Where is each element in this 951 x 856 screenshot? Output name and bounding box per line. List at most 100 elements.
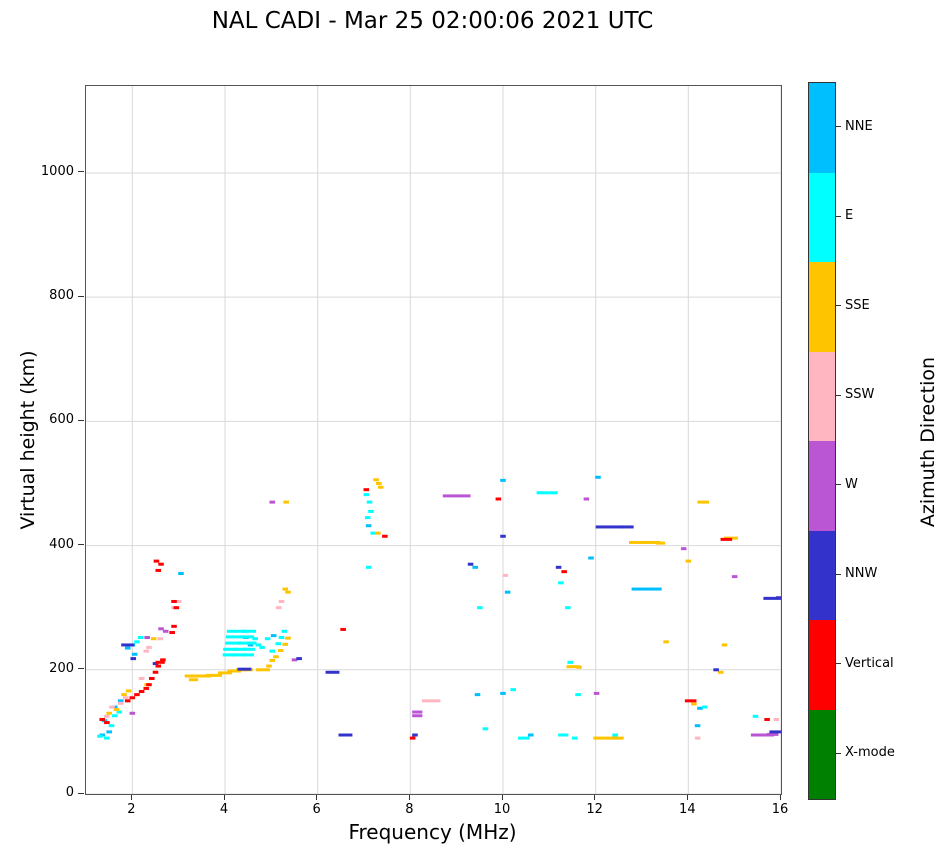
azimuth-colorbar <box>808 82 836 800</box>
colorbar-segment-nnw <box>809 530 835 620</box>
colorbar-segment-e <box>809 172 835 262</box>
echo-point-W <box>269 500 276 504</box>
echo-point-Vertical <box>138 690 145 694</box>
legend-label-x-mode: X-mode <box>845 745 895 761</box>
legend-tick <box>836 215 841 217</box>
echo-point-SSW <box>117 701 124 705</box>
echo-point-NNW <box>595 525 624 529</box>
echo-point-SSE <box>266 664 272 668</box>
colorbar-segment-vertical <box>809 620 835 710</box>
echo-point-SSW <box>123 696 129 700</box>
echo-point-Vertical <box>99 717 105 721</box>
echo-point-Vertical <box>363 488 370 492</box>
echo-point-E <box>572 736 578 740</box>
x-tick <box>223 795 225 800</box>
x-tick-label: 10 <box>493 802 511 817</box>
echo-point-SSE <box>150 637 157 641</box>
echo-point-NNW <box>237 667 252 671</box>
echo-point-SSE <box>576 665 582 669</box>
echo-point-E <box>240 635 255 639</box>
echo-point-Vertical <box>561 570 567 574</box>
echo-point-E <box>104 736 110 740</box>
echo-point-SSE <box>121 693 127 697</box>
x-tick-label: 14 <box>679 802 696 817</box>
echo-point-Vertical <box>153 559 160 563</box>
echo-point-Vertical <box>340 627 346 631</box>
x-tick <box>130 795 132 800</box>
echo-point-SSE <box>205 673 222 677</box>
x-tick-label: 2 <box>127 802 136 817</box>
echo-point-E <box>368 509 374 513</box>
x-tick <box>686 795 688 800</box>
y-tick-label: 0 <box>65 785 74 800</box>
echo-point-NNE <box>472 565 478 569</box>
echo-point-Vertical <box>146 683 152 687</box>
y-tick <box>78 544 84 546</box>
legend-label-w: W <box>845 476 858 492</box>
echo-point-NNE <box>595 475 601 479</box>
echo-point-E <box>275 642 282 646</box>
x-tick <box>594 795 596 800</box>
colorbar-segment-x-mode <box>809 709 835 799</box>
echo-point-E <box>510 688 516 692</box>
echo-point-SSE <box>663 640 669 644</box>
echo-point-SSW <box>104 714 110 718</box>
echo-point-E <box>108 724 115 728</box>
y-tick-label: 800 <box>49 288 74 304</box>
echo-point-W <box>593 691 600 695</box>
echo-point-NNW <box>338 733 353 737</box>
legend-tick <box>836 752 841 754</box>
echo-point-E <box>242 629 257 633</box>
echo-point-Vertical <box>104 721 110 725</box>
echo-point-SSE <box>685 559 692 563</box>
echo-point-Vertical <box>155 664 162 668</box>
echo-point-SSE <box>721 643 728 647</box>
echo-point-Vertical <box>764 717 770 721</box>
x-tick-label: 12 <box>586 802 603 817</box>
echo-point-E <box>232 647 247 651</box>
echo-point-Vertical <box>160 658 166 662</box>
echo-point-E <box>366 500 373 504</box>
echo-point-Vertical <box>143 686 150 690</box>
legend-label-ssw: SSW <box>845 387 875 403</box>
echo-point-E <box>231 653 246 657</box>
echo-point-NNE <box>111 705 118 709</box>
echo-point-SSE <box>377 485 384 489</box>
echo-point-NNE <box>124 646 131 650</box>
echo-point-NNE <box>131 652 138 656</box>
echo-point-W <box>583 497 590 501</box>
echo-point-SSW <box>157 637 163 641</box>
echo-point-SSW <box>421 699 441 703</box>
echo-point-SSW <box>138 676 145 680</box>
echo-point-E <box>364 516 371 520</box>
echo-point-SSW <box>694 736 701 740</box>
echo-point-Vertical <box>173 606 180 610</box>
echo-point-NNE <box>270 634 277 638</box>
echo-point-SSE <box>113 708 120 712</box>
echo-point-Vertical <box>684 699 697 703</box>
echo-point-Vertical <box>720 537 733 541</box>
y-tick <box>78 668 84 670</box>
echo-point-SSW <box>175 599 182 603</box>
legend-label-nne: NNE <box>845 118 873 134</box>
echo-point-NNE <box>504 590 511 594</box>
y-tick-label: 200 <box>49 660 74 676</box>
echo-point-NNE <box>178 572 184 576</box>
echo-point-W <box>731 575 738 579</box>
echo-point-NNW <box>412 733 418 737</box>
echo-point-E <box>482 727 489 731</box>
y-tick <box>78 295 84 297</box>
echo-point-SSW <box>278 599 285 603</box>
colorbar-title: Azimuth Direction <box>917 356 939 528</box>
echo-point-SSE <box>218 671 232 675</box>
echo-point-NNW <box>296 657 302 661</box>
echo-point-E <box>567 660 573 664</box>
echo-point-NNE <box>117 699 124 703</box>
echo-point-E <box>225 635 245 639</box>
y-tick <box>78 419 84 421</box>
echo-point-E <box>116 710 123 714</box>
echo-point-NNE <box>650 587 662 591</box>
colorbar-segment-ssw <box>809 351 835 441</box>
echo-point-W <box>750 733 775 737</box>
echo-point-SSE <box>283 500 289 504</box>
